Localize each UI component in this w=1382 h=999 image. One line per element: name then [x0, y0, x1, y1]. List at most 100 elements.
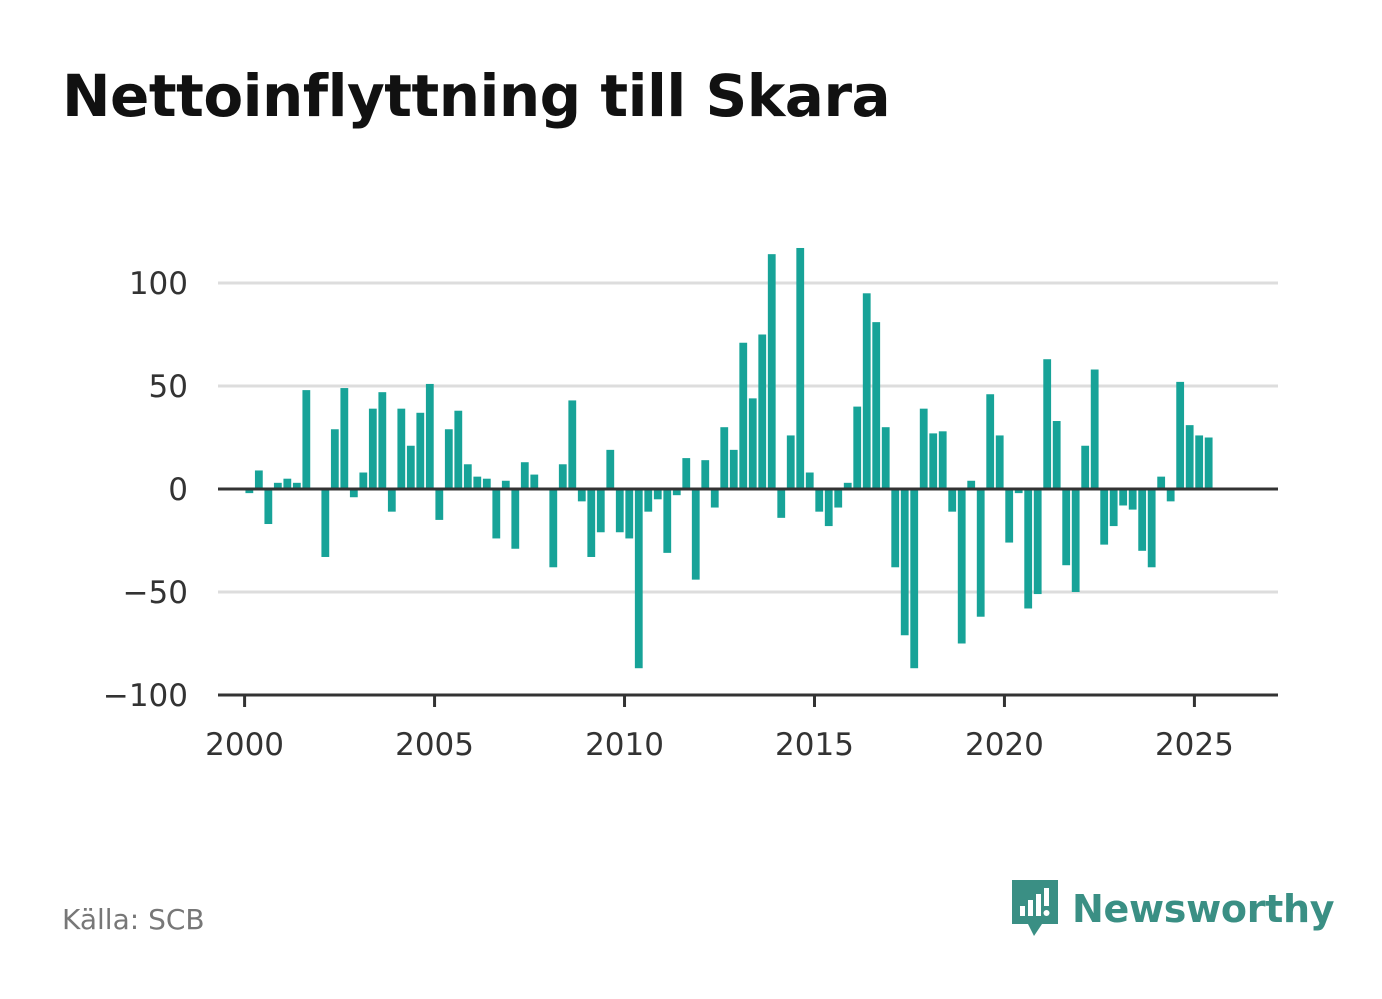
x-tick-label: 2025: [1155, 727, 1234, 763]
y-tick-label: 100: [129, 266, 188, 302]
bar: [1052, 421, 1061, 489]
bar: [1195, 435, 1204, 489]
bar: [1062, 489, 1071, 566]
bar: [786, 435, 795, 489]
bar: [843, 482, 852, 489]
bar: [340, 388, 349, 489]
bar: [691, 489, 700, 580]
bar: [1081, 445, 1090, 489]
bar: [1166, 489, 1175, 502]
bar: [701, 460, 710, 489]
bar: [254, 470, 263, 489]
bar: [1014, 489, 1023, 494]
x-tick-label: 2000: [205, 727, 284, 763]
bar: [872, 322, 881, 489]
bar: [1185, 425, 1194, 489]
bar: [957, 489, 966, 644]
bar: [245, 489, 254, 494]
chart-title: Nettoinflyttning till Skara: [62, 62, 891, 130]
bar: [1005, 489, 1014, 543]
gridlines: [218, 281, 1278, 594]
bar: [834, 489, 843, 508]
bar: [454, 410, 463, 489]
bar: [1157, 476, 1166, 489]
bar: [1043, 359, 1052, 489]
bar: [1109, 489, 1118, 527]
bar: [948, 489, 957, 512]
x-tick-label: 2010: [585, 727, 664, 763]
bar: [1204, 437, 1213, 489]
bar: [1033, 489, 1042, 595]
bar: [406, 445, 415, 489]
bar: [710, 489, 719, 508]
bar: [292, 482, 301, 489]
newsworthy-logo-icon: [1012, 880, 1058, 936]
bar: [682, 458, 691, 489]
bar: [549, 489, 558, 568]
bar: [995, 435, 1004, 489]
bar: [558, 464, 567, 489]
bar: [473, 476, 482, 489]
bar: [634, 489, 643, 669]
bar: [777, 489, 786, 518]
bar: [824, 489, 833, 527]
bar: [273, 482, 282, 489]
y-tick-label: −100: [103, 678, 188, 714]
bar: [1100, 489, 1109, 545]
brand-name: Newsworthy: [1072, 887, 1335, 931]
bar: [501, 480, 510, 489]
y-tick-label: −50: [123, 575, 188, 611]
bar: [672, 489, 681, 496]
bar: [720, 427, 729, 489]
bar: [416, 412, 425, 489]
bar: [815, 489, 824, 512]
bar: [615, 489, 624, 533]
bar: [596, 489, 605, 533]
bar: [767, 254, 776, 489]
axes: [218, 487, 1278, 707]
bar: [967, 480, 976, 489]
bar: [264, 489, 273, 525]
source-note: Källa: SCB: [62, 903, 205, 936]
bar: [435, 489, 444, 520]
bar: [397, 408, 406, 489]
bar: [463, 464, 472, 489]
bar: [986, 394, 995, 489]
bar: [359, 472, 368, 489]
bar: [900, 489, 909, 636]
bar: [862, 293, 871, 489]
bar: [758, 334, 767, 489]
bar: [910, 489, 919, 669]
bar: [653, 489, 662, 500]
bar: [1147, 489, 1156, 568]
bar: [577, 489, 586, 502]
bar: [1071, 489, 1080, 592]
y-tick-labels: 100 50 0 −50 −100: [103, 266, 188, 714]
bar: [1024, 489, 1033, 609]
x-tick-label: 2005: [395, 727, 474, 763]
bar: [739, 342, 748, 489]
bar: [976, 489, 985, 617]
bar: [663, 489, 672, 553]
x-tick-labels: 2000 2005 2010 2015 2020 2025: [205, 727, 1234, 763]
bar: [349, 489, 358, 498]
bar: [606, 449, 615, 489]
bar: [748, 398, 757, 489]
bar: [891, 489, 900, 568]
bar: [644, 489, 653, 512]
bar: [444, 429, 453, 489]
bar: [796, 247, 805, 489]
bar: [929, 433, 938, 489]
bar: [853, 406, 862, 489]
bar: [1090, 369, 1099, 489]
bar: [729, 449, 738, 489]
bar: [1138, 489, 1147, 551]
bar: [881, 427, 890, 489]
bar: [520, 462, 529, 489]
bar: [387, 489, 396, 512]
bar: [1128, 489, 1137, 510]
bar: [302, 390, 311, 489]
bar: [482, 478, 491, 489]
y-tick-label: 0: [168, 472, 188, 508]
